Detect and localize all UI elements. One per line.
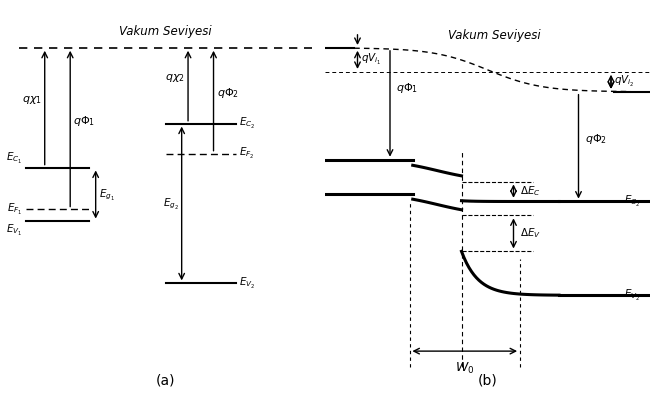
Text: $E_{V_2}$: $E_{V_2}$ [239,276,255,291]
Text: (a): (a) [156,373,176,387]
Text: $E_{C_2}$: $E_{C_2}$ [624,194,640,209]
Text: $E_{g_2}$: $E_{g_2}$ [162,196,179,211]
Text: $qV_{i_1}$: $qV_{i_1}$ [361,52,382,67]
Text: $q\chi_1$: $q\chi_1$ [21,94,42,106]
Text: Vakum Seviyesi: Vakum Seviyesi [120,25,212,38]
Text: Vakum Seviyesi: Vakum Seviyesi [448,29,540,42]
Text: $E_{C_1}$: $E_{C_1}$ [6,150,22,166]
Text: $E_{V_1}$: $E_{V_1}$ [6,223,22,239]
Text: $q\Phi_1$: $q\Phi_1$ [73,114,96,128]
Text: (b): (b) [478,373,497,387]
Text: $q\Phi_2$: $q\Phi_2$ [216,86,239,100]
Text: $E_{V_2}$: $E_{V_2}$ [624,288,640,303]
Text: $W_0$: $W_0$ [455,361,474,376]
Text: $q\Phi_2$: $q\Phi_2$ [585,132,607,146]
Text: $E_{g_1}$: $E_{g_1}$ [99,187,115,202]
Text: $\Delta E_C$: $\Delta E_C$ [520,184,541,198]
Text: $E_{C_2}$: $E_{C_2}$ [239,116,255,131]
Text: $q\chi_2$: $q\chi_2$ [165,72,185,84]
Text: $E_{F_2}$: $E_{F_2}$ [239,146,255,161]
Text: $q\Phi_1$: $q\Phi_1$ [396,81,419,95]
Text: $qV_{i_2}$: $qV_{i_2}$ [614,74,634,89]
Text: $\Delta E_V$: $\Delta E_V$ [520,227,541,240]
Text: $E_{F_1}$: $E_{F_1}$ [7,202,22,217]
